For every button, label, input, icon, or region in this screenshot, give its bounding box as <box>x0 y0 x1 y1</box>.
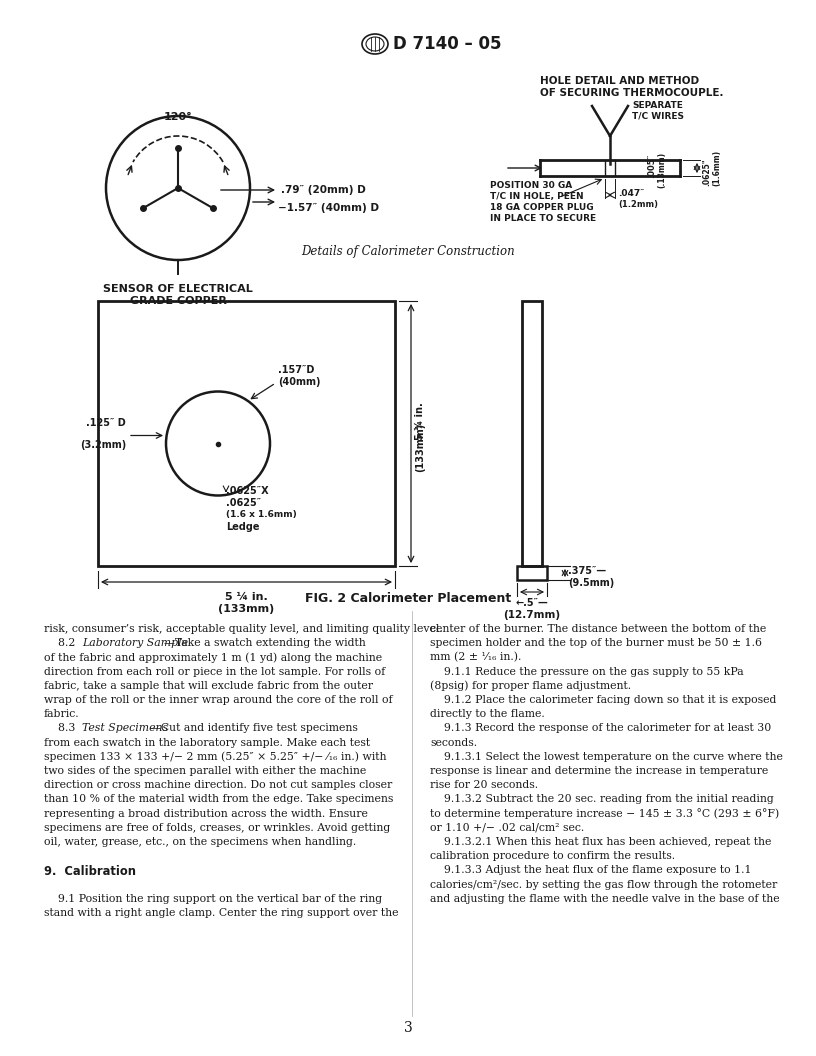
Text: ←.5″—: ←.5″— <box>516 598 548 608</box>
Text: (40mm): (40mm) <box>277 377 321 386</box>
Text: specimen 133 × 133 +/− 2 mm (5.25″ × 5.25″ +/− ⁄₁₆ in.) with: specimen 133 × 133 +/− 2 mm (5.25″ × 5.2… <box>44 752 387 762</box>
Text: D 7140 – 05: D 7140 – 05 <box>393 35 502 53</box>
Text: Laboratory Sample: Laboratory Sample <box>82 638 188 648</box>
Text: −1.57″ (40mm) D: −1.57″ (40mm) D <box>278 203 379 213</box>
Text: GRADE COPPER: GRADE COPPER <box>130 296 226 306</box>
Text: .79″ (20mm) D: .79″ (20mm) D <box>281 185 366 195</box>
Text: center of the burner. The distance between the bottom of the: center of the burner. The distance betwe… <box>430 624 766 634</box>
Text: from each swatch in the laboratory sample. Make each test: from each swatch in the laboratory sampl… <box>44 737 370 748</box>
Text: 9.  Calibration: 9. Calibration <box>44 866 136 879</box>
Text: 9.1.3.2 Subtract the 20 sec. reading from the initial reading: 9.1.3.2 Subtract the 20 sec. reading fro… <box>430 794 774 805</box>
Text: (.13mm): (.13mm) <box>657 152 666 188</box>
Text: .0625″X: .0625″X <box>226 486 268 495</box>
Text: —Take a swatch extending the width: —Take a swatch extending the width <box>164 638 366 648</box>
Text: (133mm): (133mm) <box>219 604 275 614</box>
Text: Test Specimens: Test Specimens <box>82 723 168 734</box>
Text: calibration procedure to confirm the results.: calibration procedure to confirm the res… <box>430 851 675 862</box>
Text: seconds.: seconds. <box>430 737 477 748</box>
Text: oil, water, grease, etc., on the specimens when handling.: oil, water, grease, etc., on the specime… <box>44 837 357 847</box>
Text: wrap of the roll or the inner wrap around the core of the roll of: wrap of the roll or the inner wrap aroun… <box>44 695 392 705</box>
Text: rise for 20 seconds.: rise for 20 seconds. <box>430 780 538 790</box>
Text: risk, consumer’s risk, acceptable quality level, and limiting quality level.: risk, consumer’s risk, acceptable qualit… <box>44 624 443 634</box>
Text: mm (2 ± ¹⁄₁₆ in.).: mm (2 ± ¹⁄₁₆ in.). <box>430 653 521 663</box>
Text: .005″: .005″ <box>647 154 656 178</box>
Text: 9.1.3.1 Select the lowest temperature on the curve where the: 9.1.3.1 Select the lowest temperature on… <box>430 752 783 761</box>
Text: Ledge: Ledge <box>226 522 259 531</box>
Text: and adjusting the flame with the needle valve in the base of the: and adjusting the flame with the needle … <box>430 893 779 904</box>
Text: direction or cross machine direction. Do not cut samples closer: direction or cross machine direction. Do… <box>44 780 392 790</box>
Text: stand with a right angle clamp. Center the ring support over the: stand with a right angle clamp. Center t… <box>44 908 398 918</box>
Text: response is linear and determine the increase in temperature: response is linear and determine the inc… <box>430 766 768 776</box>
Text: 8.3: 8.3 <box>44 723 79 734</box>
Text: specimen holder and the top of the burner must be 50 ± 1.6: specimen holder and the top of the burne… <box>430 638 762 648</box>
Text: (1.2mm): (1.2mm) <box>618 200 658 208</box>
Text: T/C WIRES: T/C WIRES <box>632 112 684 120</box>
Text: T/C IN HOLE, PEEN: T/C IN HOLE, PEEN <box>490 192 583 201</box>
Text: Details of Calorimeter Construction: Details of Calorimeter Construction <box>301 245 515 258</box>
Text: fabric.: fabric. <box>44 710 80 719</box>
Text: (8psig) for proper flame adjustment.: (8psig) for proper flame adjustment. <box>430 681 631 692</box>
Text: (12.7mm): (12.7mm) <box>503 610 561 620</box>
Text: HOLE DETAIL AND METHOD: HOLE DETAIL AND METHOD <box>540 76 699 86</box>
Text: 5 ¼ in.: 5 ¼ in. <box>415 402 425 440</box>
Text: 9.1.3.2.1 When this heat flux has been achieved, repeat the: 9.1.3.2.1 When this heat flux has been a… <box>430 837 771 847</box>
Text: (1.6 x 1.6mm): (1.6 x 1.6mm) <box>226 509 297 518</box>
Text: 5 ¼ in.: 5 ¼ in. <box>225 592 268 602</box>
Text: —Cut and identify five test specimens: —Cut and identify five test specimens <box>150 723 358 734</box>
Text: direction from each roll or piece in the lot sample. For rolls of: direction from each roll or piece in the… <box>44 666 385 677</box>
Text: OF SECURING THERMOCOUPLE.: OF SECURING THERMOCOUPLE. <box>540 88 724 98</box>
Text: directly to the flame.: directly to the flame. <box>430 710 545 719</box>
Text: SENSOR OF ELECTRICAL: SENSOR OF ELECTRICAL <box>103 284 253 294</box>
Text: (133mm): (133mm) <box>415 422 425 472</box>
Text: .125″ D: .125″ D <box>86 417 126 428</box>
Text: fabric, take a sample that will exclude fabric from the outer: fabric, take a sample that will exclude … <box>44 681 373 691</box>
Text: to determine temperature increase − 145 ± 3.3 °C (293 ± 6°F): to determine temperature increase − 145 … <box>430 809 779 819</box>
Bar <box>517 566 547 580</box>
Text: of the fabric and approximately 1 m (1 yd) along the machine: of the fabric and approximately 1 m (1 y… <box>44 653 382 663</box>
Text: FIG. 2 Calorimeter Placement: FIG. 2 Calorimeter Placement <box>305 592 511 605</box>
Text: specimens are free of folds, creases, or wrinkles. Avoid getting: specimens are free of folds, creases, or… <box>44 823 390 833</box>
Text: 9.1.3 Record the response of the calorimeter for at least 30: 9.1.3 Record the response of the calorim… <box>430 723 771 734</box>
Text: two sides of the specimen parallel with either the machine: two sides of the specimen parallel with … <box>44 766 366 776</box>
Text: 120°: 120° <box>164 112 193 122</box>
Text: 9.1.2 Place the calorimeter facing down so that it is exposed: 9.1.2 Place the calorimeter facing down … <box>430 695 776 705</box>
Text: 8.2: 8.2 <box>44 638 79 648</box>
Bar <box>522 301 542 566</box>
Text: or 1.10 +/− .02 cal/cm² sec.: or 1.10 +/− .02 cal/cm² sec. <box>430 823 584 833</box>
Text: 18 GA COPPER PLUG: 18 GA COPPER PLUG <box>490 203 593 212</box>
Text: 9.1.3.3 Adjust the heat flux of the flame exposure to 1.1: 9.1.3.3 Adjust the heat flux of the flam… <box>430 866 752 875</box>
Text: .375″—: .375″— <box>568 566 606 576</box>
Text: (9.5mm): (9.5mm) <box>568 578 614 588</box>
Text: IN PLACE TO SECURE: IN PLACE TO SECURE <box>490 214 596 223</box>
Text: SEPARATE: SEPARATE <box>632 101 683 111</box>
Text: calories/cm²/sec. by setting the gas flow through the rotometer: calories/cm²/sec. by setting the gas flo… <box>430 880 778 889</box>
Text: 9.1 Position the ring support on the vertical bar of the ring: 9.1 Position the ring support on the ver… <box>44 893 382 904</box>
Text: representing a broad distribution across the width. Ensure: representing a broad distribution across… <box>44 809 368 818</box>
Text: .047″: .047″ <box>618 189 645 197</box>
Text: .157″D: .157″D <box>277 365 314 375</box>
Text: 9.1.1 Reduce the pressure on the gas supply to 55 kPa: 9.1.1 Reduce the pressure on the gas sup… <box>430 666 743 677</box>
Text: (3.2mm): (3.2mm) <box>80 439 126 450</box>
Text: 3: 3 <box>404 1021 412 1035</box>
Bar <box>98 301 395 566</box>
Text: .0625"
(1.6mm): .0625" (1.6mm) <box>702 150 721 186</box>
Text: than 10 % of the material width from the edge. Take specimens: than 10 % of the material width from the… <box>44 794 393 805</box>
Text: .0625″: .0625″ <box>226 497 261 508</box>
Text: POSITION 30 GA: POSITION 30 GA <box>490 181 572 190</box>
